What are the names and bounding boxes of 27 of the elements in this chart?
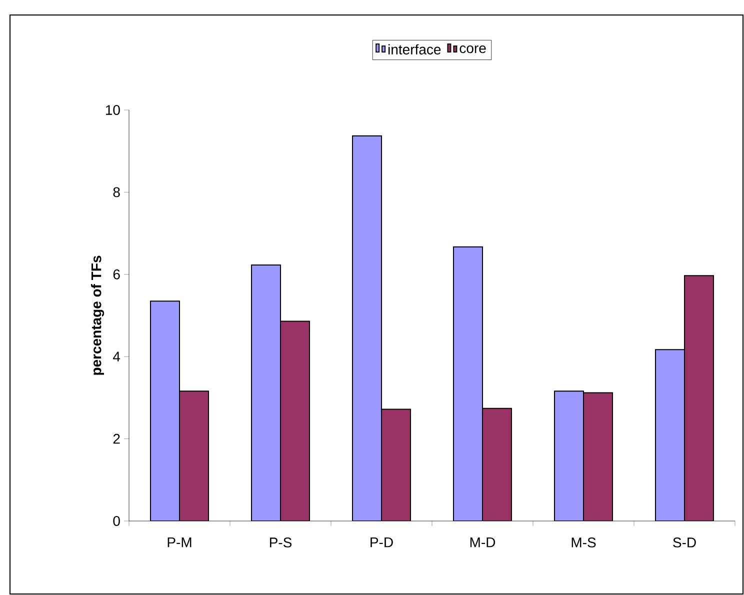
y-tick-label: 4: [113, 352, 120, 362]
x-tick-label: P-D: [370, 538, 393, 548]
x-tick-label: S-D: [673, 538, 696, 548]
bar: [482, 408, 512, 521]
bar: [554, 390, 584, 521]
legend-label: interface: [388, 44, 441, 54]
x-tick-label: P-M: [168, 538, 192, 548]
x-tick-label: P-S: [270, 538, 292, 548]
bar: [280, 320, 310, 521]
y-axis-title: percentage of TFs: [90, 256, 104, 375]
bar: [150, 300, 180, 521]
bar: [453, 246, 484, 521]
bar: [381, 408, 412, 521]
legend-label: core: [460, 45, 486, 54]
bar: [179, 390, 209, 521]
y-tick-label: 10: [106, 105, 120, 115]
bar: [251, 264, 281, 521]
y-tick-label: 2: [113, 434, 120, 444]
x-tick-label: M-D: [470, 538, 496, 548]
x-tick-label: M-S: [572, 538, 596, 548]
y-tick-label: 6: [113, 269, 120, 280]
y-tick-label: 0: [113, 516, 120, 526]
bar: [655, 349, 686, 521]
y-tick-label: 8: [113, 187, 120, 198]
bar: [583, 392, 614, 521]
bar: [684, 275, 714, 521]
bar: [352, 135, 382, 521]
